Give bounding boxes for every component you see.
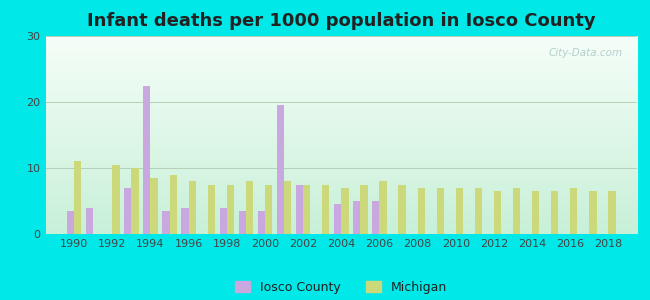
Bar <box>417 188 425 234</box>
Bar <box>188 181 196 234</box>
Bar <box>334 204 341 234</box>
Bar <box>265 184 272 234</box>
Bar <box>372 201 380 234</box>
Bar <box>150 178 158 234</box>
Bar <box>227 184 234 234</box>
Bar <box>162 211 170 234</box>
Bar <box>513 188 520 234</box>
Text: City-Data.com: City-Data.com <box>548 48 622 58</box>
Bar <box>74 161 81 234</box>
Bar <box>257 211 265 234</box>
Bar <box>181 208 188 234</box>
Bar <box>284 181 291 234</box>
Bar <box>170 175 177 234</box>
Bar <box>398 184 406 234</box>
Bar <box>112 165 120 234</box>
Bar <box>220 208 227 234</box>
Legend: Iosco County, Michigan: Iosco County, Michigan <box>230 276 452 299</box>
Bar <box>208 184 215 234</box>
Bar <box>246 181 253 234</box>
Bar <box>456 188 463 234</box>
Bar <box>341 188 348 234</box>
Bar <box>494 191 501 234</box>
Bar <box>570 188 577 234</box>
Bar <box>303 184 310 234</box>
Bar <box>322 184 330 234</box>
Bar <box>131 168 138 234</box>
Title: Infant deaths per 1000 population in Iosco County: Infant deaths per 1000 population in Ios… <box>87 12 595 30</box>
Bar <box>608 191 616 234</box>
Bar <box>86 208 93 234</box>
Bar <box>239 211 246 234</box>
Bar <box>143 85 150 234</box>
Bar <box>67 211 74 234</box>
Bar <box>551 191 558 234</box>
Bar <box>277 105 284 234</box>
Bar <box>353 201 360 234</box>
Bar <box>474 188 482 234</box>
Bar <box>380 181 387 234</box>
Bar <box>124 188 131 234</box>
Bar <box>296 184 303 234</box>
Bar <box>590 191 597 234</box>
Bar <box>532 191 540 234</box>
Bar <box>437 188 444 234</box>
Bar <box>360 184 368 234</box>
